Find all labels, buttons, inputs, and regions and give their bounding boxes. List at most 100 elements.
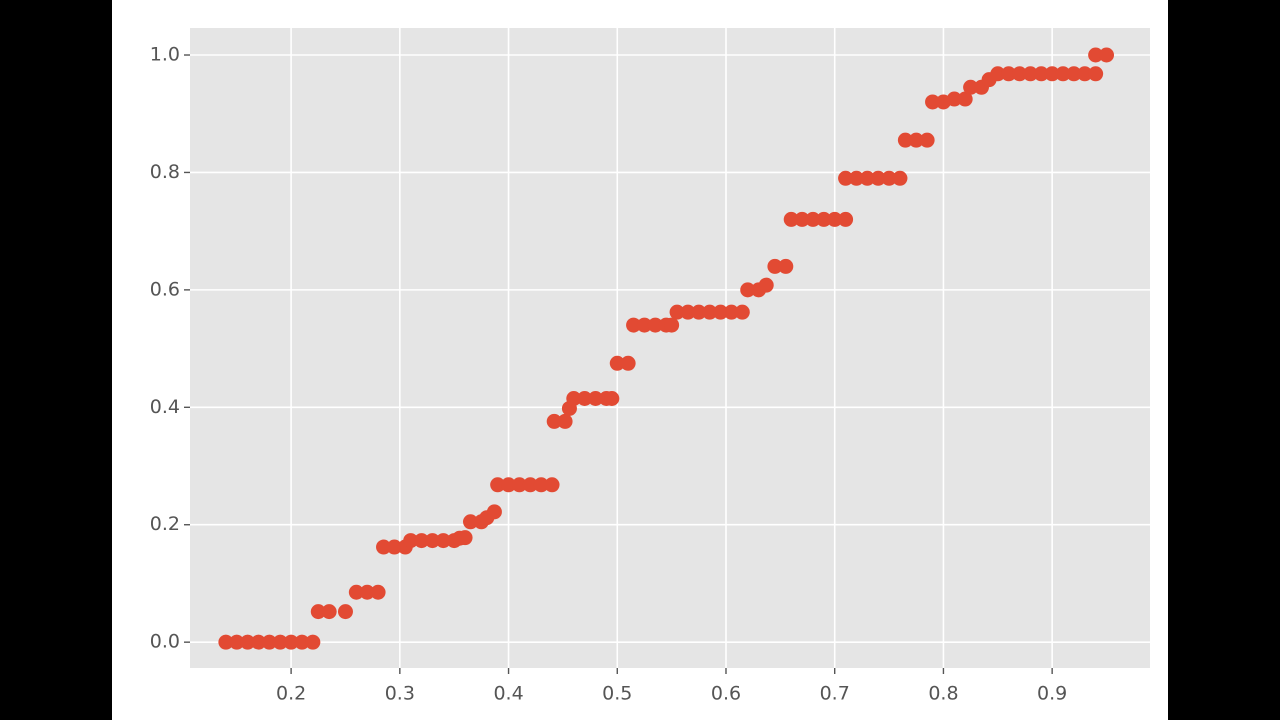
point [462,514,478,530]
point [533,477,549,493]
y-tick-label: 0.8 [150,161,180,183]
point [848,170,864,186]
point [305,634,321,650]
point [805,211,821,227]
point [664,317,680,333]
point [544,477,560,493]
point [1001,66,1017,82]
point [348,584,364,600]
point [734,304,750,320]
point [229,634,245,650]
x-tick-label: 0.4 [493,683,523,705]
point [218,634,234,650]
x-tick-label: 0.7 [820,683,850,705]
point [457,530,473,546]
point [604,390,620,406]
point [647,317,663,333]
point [723,304,739,320]
point [778,258,794,274]
point [546,413,562,429]
point [490,477,506,493]
point [486,504,502,520]
point [838,170,854,186]
point [522,477,538,493]
point [740,282,756,298]
point [794,211,810,227]
point [1033,66,1049,82]
y-tick-label: 0.6 [150,278,180,300]
point [1022,66,1038,82]
point [827,211,843,227]
point [957,91,973,107]
x-tick-label: 0.3 [385,683,415,705]
point [767,258,783,274]
point [310,604,326,620]
point [370,584,386,600]
y-tick-label: 1.0 [150,44,180,66]
point [1088,47,1104,63]
point [376,539,392,555]
x-tick-label: 0.8 [928,683,958,705]
x-tick-label: 0.6 [711,683,741,705]
point [626,317,642,333]
x-tick-label: 0.5 [602,683,632,705]
point [990,66,1006,82]
point [557,413,573,429]
point [424,533,440,549]
x-tick-label: 0.2 [276,683,306,705]
point [925,94,941,110]
point [691,304,707,320]
point [337,604,353,620]
point [881,170,897,186]
point [892,170,908,186]
y-tick-label: 0.2 [150,513,180,535]
point [758,277,774,293]
point [669,304,685,320]
point [283,634,299,650]
point [1055,66,1071,82]
point [908,132,924,148]
point [838,211,854,227]
point [1099,47,1115,63]
point [386,539,402,555]
point [435,533,451,549]
point [359,584,375,600]
plot-area [190,28,1150,668]
point [240,634,256,650]
point [1012,66,1028,82]
point [1077,66,1093,82]
point [636,317,652,333]
y-tick-label: 0.4 [150,396,180,418]
point [946,91,962,107]
point [1088,66,1104,82]
point [577,390,593,406]
point [261,634,277,650]
point [250,634,266,650]
point [870,170,886,186]
point [403,533,419,549]
point [702,304,718,320]
point [897,132,913,148]
point [588,390,604,406]
x-tick-label: 0.9 [1037,683,1067,705]
point [566,390,582,406]
point [783,211,799,227]
point [511,477,527,493]
point [294,634,310,650]
point [859,170,875,186]
y-tick-label: 0.0 [150,631,180,653]
point [963,79,979,95]
point [609,355,625,371]
point [713,304,729,320]
point [321,604,337,620]
point [1066,66,1082,82]
point [680,304,696,320]
point [816,211,832,227]
point [414,533,430,549]
point [1044,66,1060,82]
point [620,355,636,371]
point [501,477,517,493]
point [272,634,288,650]
point [919,132,935,148]
